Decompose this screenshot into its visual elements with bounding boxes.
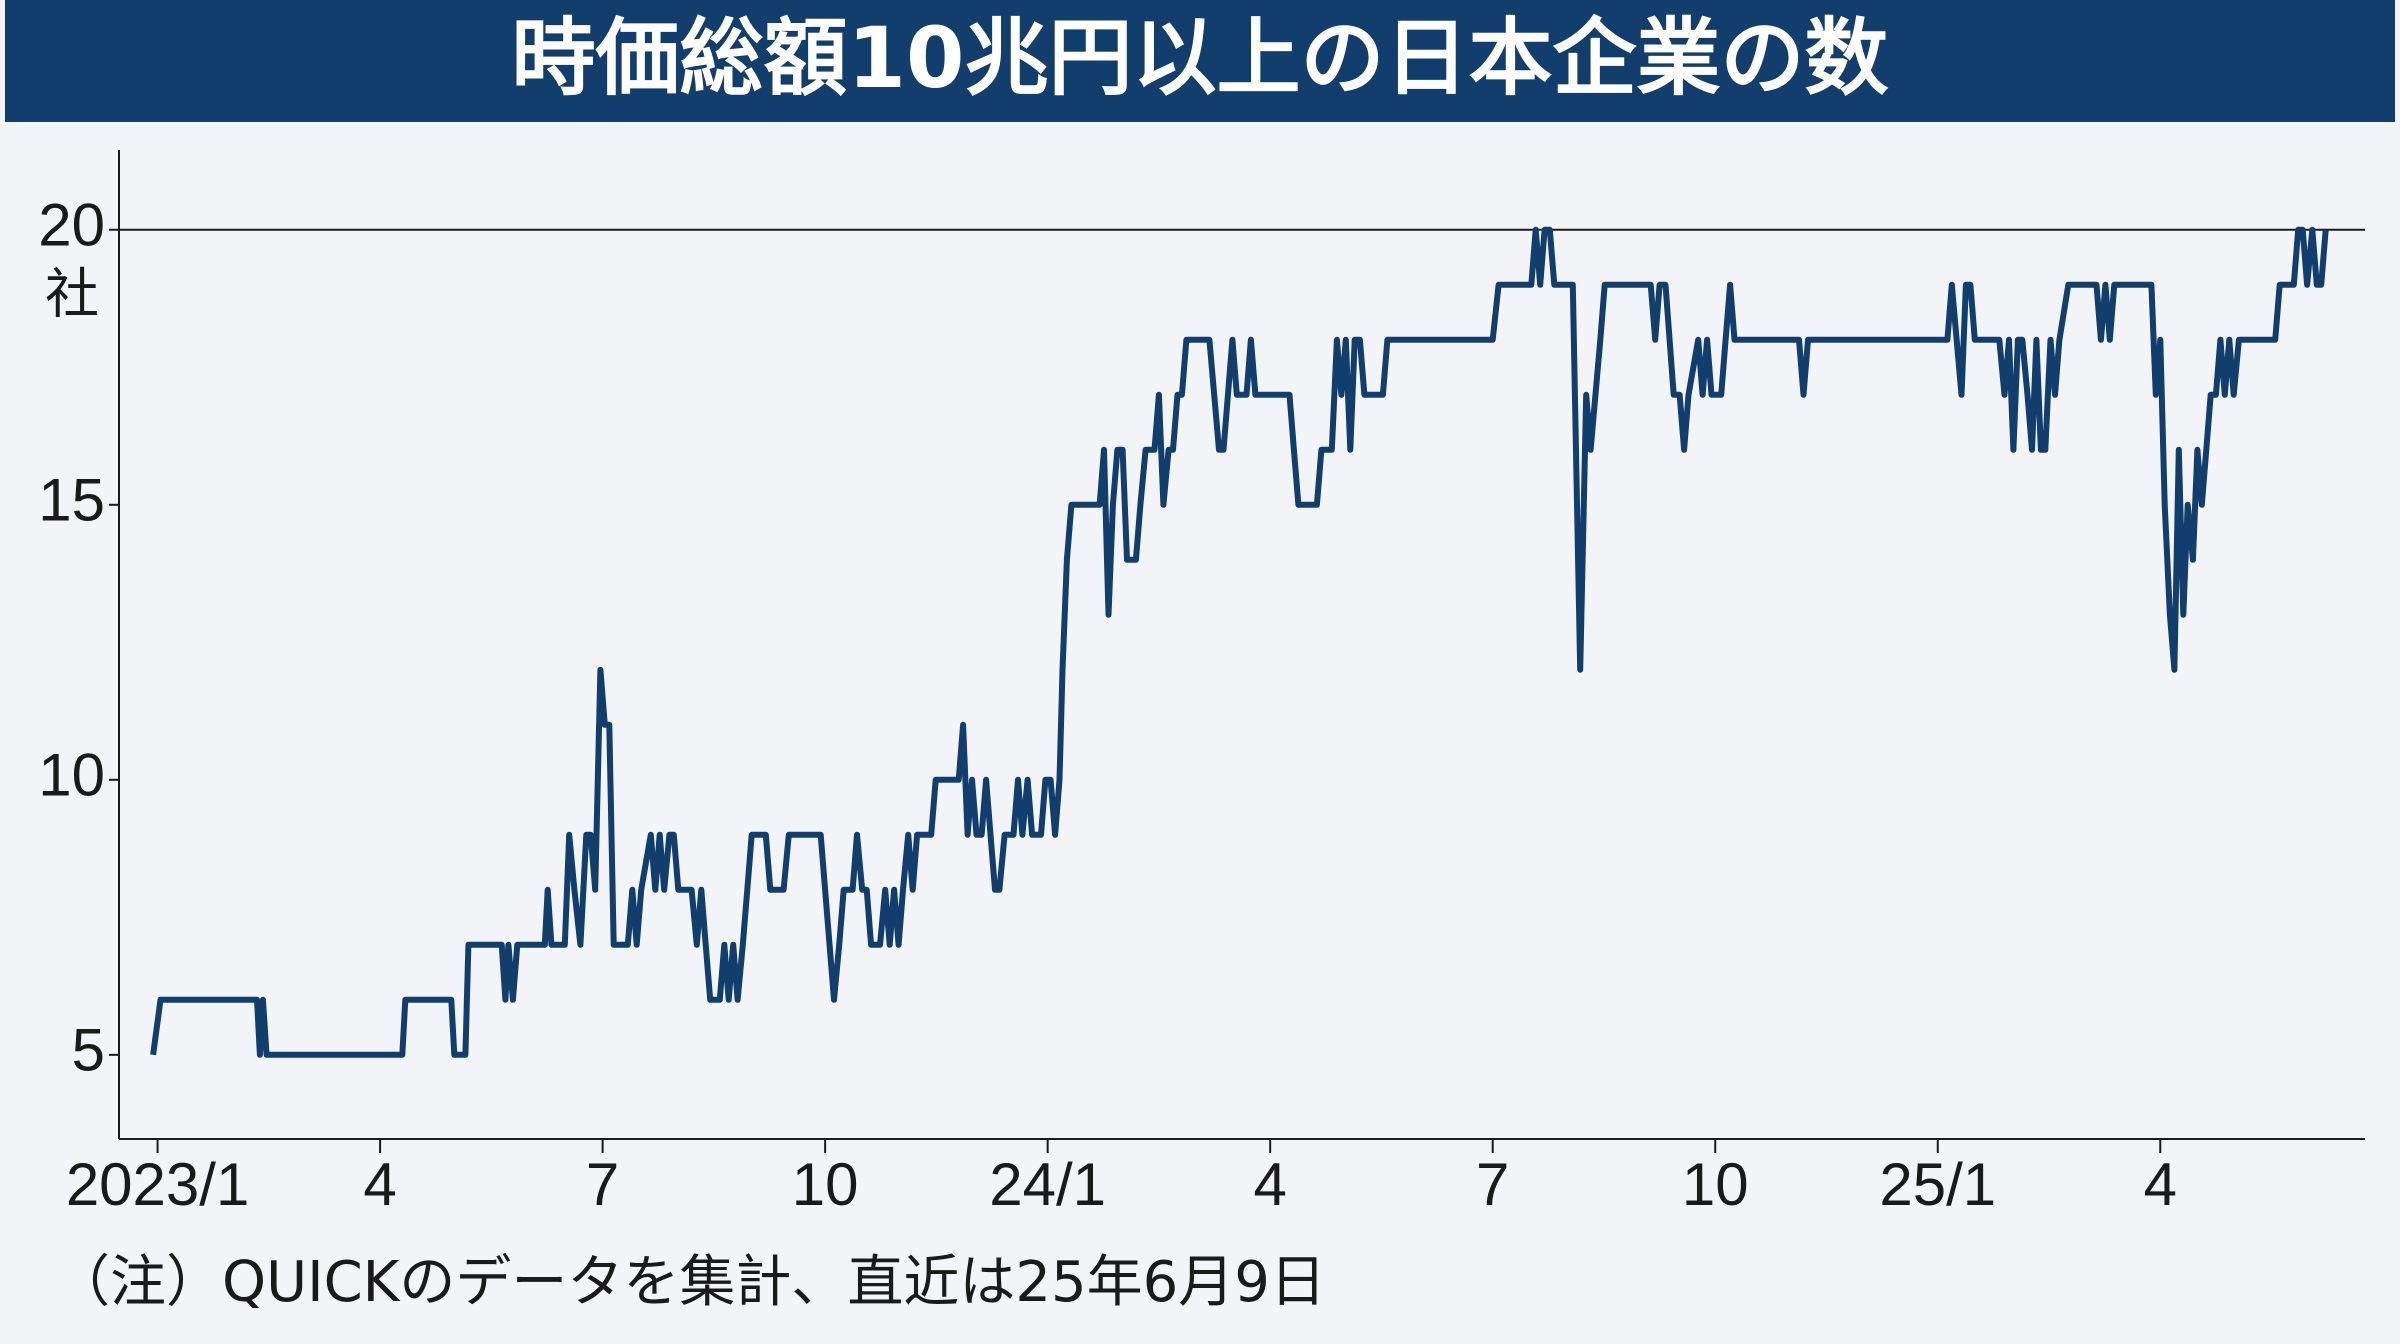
note: （注）QUICKのデータを集計、直近は25年6月9日 — [54, 1250, 1326, 1315]
x-tick-label: 7 — [586, 1151, 619, 1218]
x-tick-label: 2023/1 — [66, 1151, 250, 1218]
y-unit: 社 — [45, 263, 99, 326]
y-tick-label: 5 — [72, 1017, 105, 1084]
y-tick-label: 10 — [38, 742, 105, 809]
x-tick-label: 4 — [1253, 1151, 1286, 1218]
chart-title: 時価総額10兆円以上の日本企業の数 — [512, 9, 1889, 107]
data-line — [150, 226, 2329, 1058]
title-bar — [5, 0, 2395, 122]
x-tick-label: 10 — [1682, 1151, 1749, 1218]
x-tick-label: 25/1 — [1879, 1151, 1996, 1218]
x-tick-label: 10 — [792, 1151, 859, 1218]
x-tick-label: 7 — [1476, 1151, 1509, 1218]
x-tick-label: 4 — [2144, 1151, 2177, 1218]
x-tick-label: 24/1 — [989, 1151, 1106, 1218]
y-tick-label: 15 — [38, 467, 105, 534]
x-tick-label: 4 — [363, 1151, 396, 1218]
y-tick-label: 20 — [38, 192, 105, 259]
